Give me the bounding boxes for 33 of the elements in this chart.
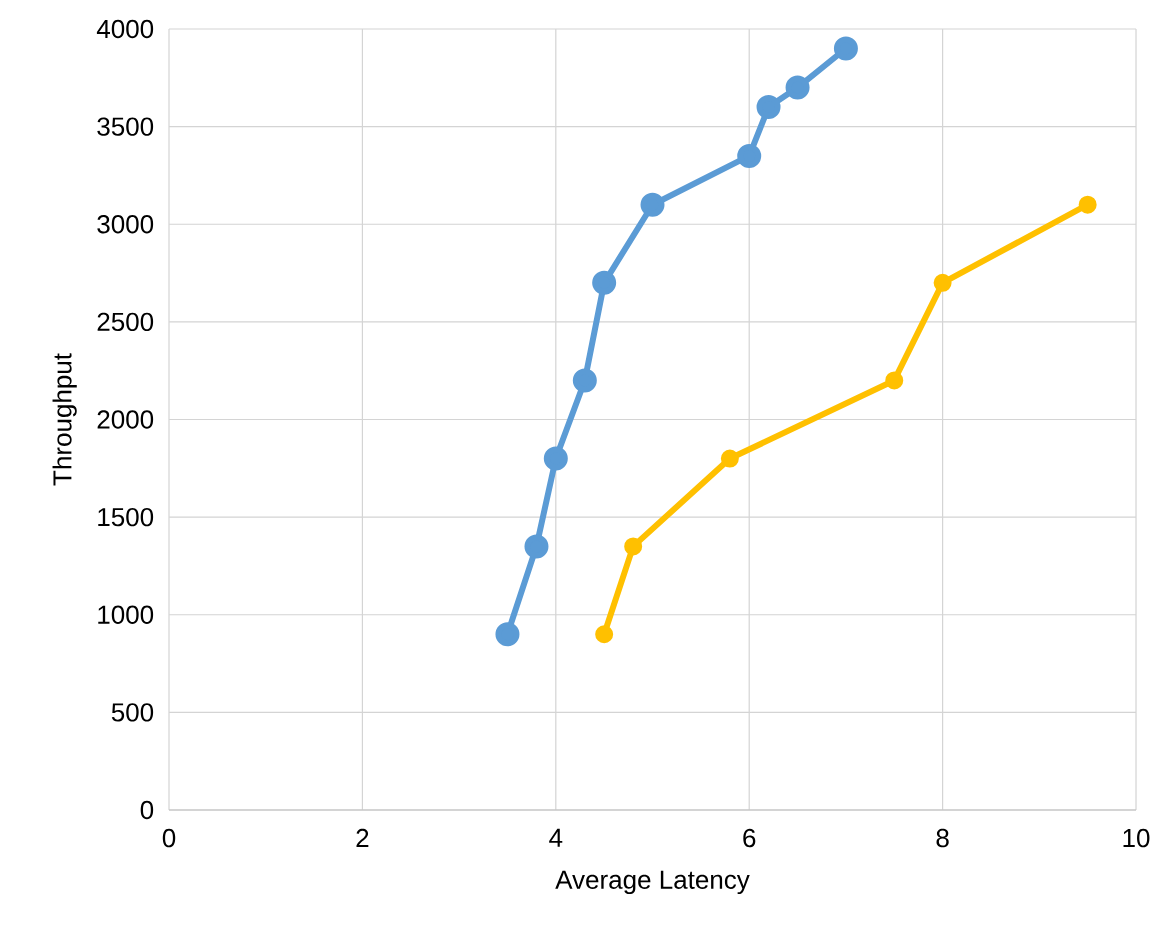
point — [595, 625, 614, 644]
x-tick-label: 2 — [356, 828, 369, 847]
point — [495, 622, 520, 647]
y-tick-label: 1000 — [98, 605, 154, 624]
point — [737, 143, 762, 168]
point — [543, 446, 568, 471]
point — [720, 449, 739, 468]
x-tick-label: 8 — [936, 828, 949, 848]
point — [885, 371, 904, 390]
x-tick-label: 10 — [1123, 828, 1150, 848]
point — [524, 534, 549, 559]
y-tick-label: 2500 — [97, 312, 154, 332]
y-tick-label: 2000 — [97, 410, 154, 429]
point — [640, 192, 665, 217]
y-axis-title: Throughput — [52, 353, 77, 486]
y-tick-label: 3000 — [97, 215, 154, 234]
y-tick-label: 1500 — [98, 507, 154, 527]
x-axis-title: Average Latency — [555, 870, 750, 895]
y-tick-label: 4000 — [96, 19, 154, 39]
point — [592, 270, 617, 295]
y-tick-label: 0 — [140, 800, 154, 820]
y-tick-label: 500 — [111, 703, 154, 722]
point — [572, 368, 597, 393]
point — [933, 273, 952, 292]
point — [785, 75, 810, 100]
point — [1078, 195, 1097, 214]
point — [833, 36, 858, 61]
x-tick-label: 0 — [162, 828, 176, 848]
x-tick-label: 6 — [743, 828, 756, 848]
point — [756, 95, 781, 120]
x-tick-label: 4 — [549, 828, 563, 847]
y-tick-label: 3500 — [97, 117, 154, 136]
point — [624, 537, 643, 556]
